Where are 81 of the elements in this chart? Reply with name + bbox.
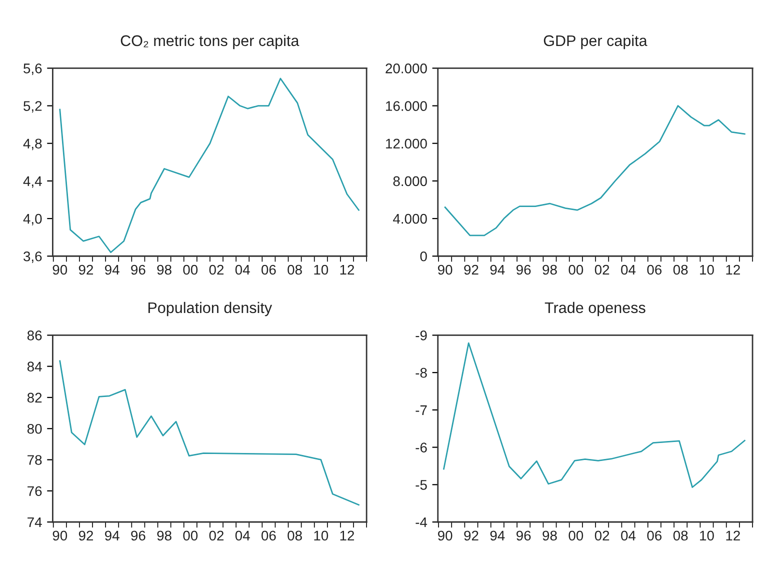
x-tick-label: 98 [542,264,557,275]
chart-title: Population density [148,302,272,316]
y-tick-label: 86 [27,330,42,340]
x-tick-label: 06 [262,264,276,275]
y-tick-label: 76 [28,486,42,496]
line-series [59,78,360,254]
y-tick-label: 4.000 [393,214,427,224]
x-tick-label: 96 [516,530,531,541]
y-tick-label: 84 [27,362,42,372]
x-tick-label: 12 [340,264,354,275]
x-tick-label: 92 [464,264,478,275]
x-tick-label: 08 [673,530,688,541]
x-tick-label: 06 [647,264,662,275]
x-tick-label: 10 [700,530,714,541]
x-tick-label: 04 [621,530,636,541]
x-tick-label: 08 [288,530,302,541]
x-tick-label: 90 [52,530,68,541]
x-tick-label: 04 [621,264,636,275]
y-tick-label: 74 [28,517,42,528]
x-tick-label: 04 [235,530,250,541]
x-tick-label: 02 [594,264,610,275]
line-series [443,342,746,488]
y-tick-label: -6 [416,442,427,452]
x-tick-label: 12 [726,530,740,540]
x-tick-label: 04 [235,264,250,275]
line-series [59,360,360,506]
chart-title: Trade openess [544,302,646,316]
x-tick-label: 92 [464,530,478,541]
x-tick-label: 96 [131,530,146,541]
y-tick-label: 20.000 [386,64,427,74]
chart-title: CO₂ metric tons per capita [120,34,300,50]
x-tick-label: 06 [647,530,662,541]
y-tick-label: 4,8 [23,138,42,150]
y-tick-label: 4,0 [23,214,42,226]
y-tick-label: 5,2 [24,101,42,113]
y-tick-label: -8 [416,368,427,378]
y-tick-label: -4 [416,517,428,528]
chart-title: GDP per capita [544,34,648,50]
x-tick-label: 92 [78,264,94,275]
y-tick-label: 16.000 [386,101,427,111]
y-tick-label: -7 [416,405,427,415]
y-tick-label: 3,6 [24,251,42,263]
x-tick-label: 90 [438,530,452,541]
x-tick-label: 92 [78,530,94,541]
y-tick-label: -5 [416,480,427,490]
x-tick-label: 10 [700,264,714,275]
x-tick-label: 94 [105,530,120,541]
x-tick-label: 00 [183,264,198,275]
x-tick-label: 02 [594,530,610,541]
x-tick-label: 98 [157,530,172,541]
x-tick-label: 98 [157,264,172,275]
x-tick-label: 00 [568,264,584,275]
x-tick-label: 02 [209,264,224,275]
y-tick-label: 0 [420,251,427,262]
x-tick-label: 00 [568,530,584,541]
x-tick-label: 12 [726,264,740,275]
line-series [444,105,746,236]
x-tick-label: 06 [262,530,276,541]
y-tick-label: 12.000 [386,138,427,149]
x-tick-label: 96 [516,264,531,275]
x-tick-label: 90 [438,264,452,275]
y-tick-label: 80 [27,424,42,434]
x-tick-label: 90 [52,264,68,275]
x-tick-label: 08 [288,264,302,275]
y-tick-label: 8.000 [393,176,427,186]
x-tick-label: 02 [209,530,224,541]
x-tick-label: 10 [314,264,328,275]
x-tick-label: 98 [542,530,557,541]
x-tick-label: 94 [490,530,505,541]
y-tick-label: 4,4 [23,176,42,188]
y-tick-label: 82 [27,392,42,403]
x-tick-label: 94 [105,264,120,275]
y-tick-label: 5,6 [24,64,42,75]
x-tick-label: 94 [490,264,505,275]
x-tick-label: 12 [340,530,354,540]
x-tick-label: 08 [673,264,688,275]
x-tick-label: 96 [131,264,146,275]
x-tick-label: 00 [183,530,198,541]
y-tick-label: -9 [416,330,427,340]
y-tick-label: 78 [28,455,42,465]
x-tick-label: 10 [314,530,328,541]
